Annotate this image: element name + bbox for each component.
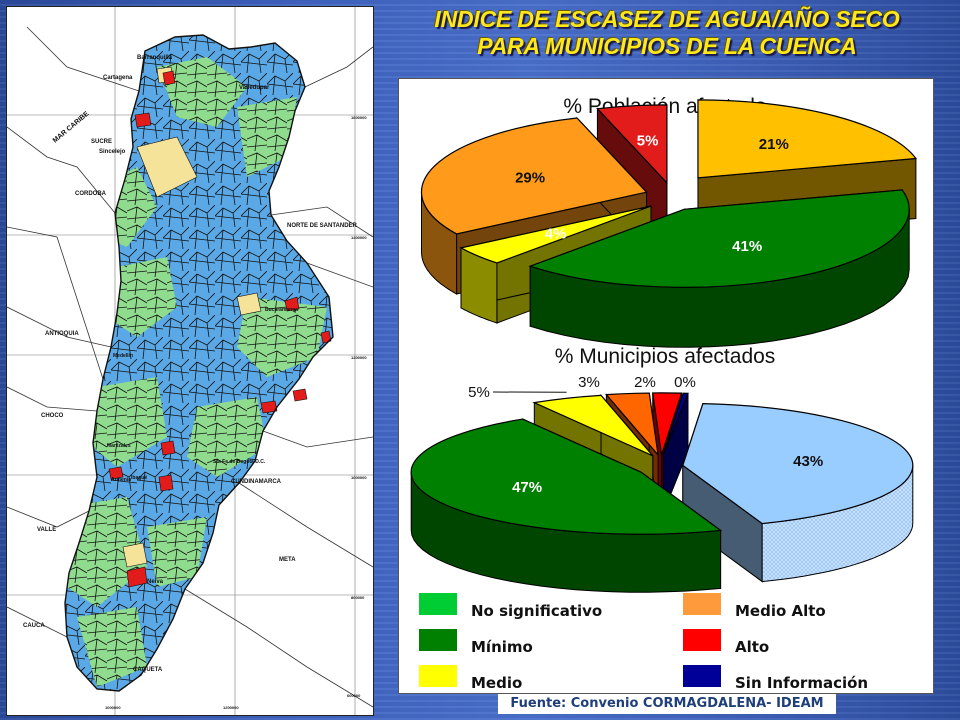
map-label: Bucaramanga	[265, 307, 298, 313]
legend-label: Medio Alto	[735, 602, 826, 620]
pie-slice-label: 2%	[634, 374, 656, 391]
map-label: CUNDINAMARCA	[231, 479, 282, 485]
grid-label: 1400000	[351, 235, 367, 240]
grid-label: 600000	[347, 693, 361, 698]
legend-label: Medio	[471, 674, 523, 692]
basin-map-svg: Barranquilla Cartagena MAR CARIBE SUCRE …	[7, 7, 373, 715]
map-label: Cartagena	[103, 75, 133, 81]
pie-slice	[697, 99, 918, 179]
source-note: Fuente: Convenio CORMAGDALENA- IDEAM	[498, 694, 836, 714]
pie-chart-poblacion: 21% 41% 4% 29% 5%	[420, 99, 918, 348]
grid-label: 1000000	[351, 475, 367, 480]
department-boundaries	[7, 26, 373, 708]
grid-label: 1000000	[105, 705, 121, 710]
pie-chart-municipios: 43% 47% 5% 3% 2% 0%	[410, 374, 914, 593]
map-label: Sincelejo	[99, 149, 126, 155]
legend-label: No significativo	[471, 602, 603, 620]
legend-swatch	[419, 629, 457, 651]
pie-slice	[662, 392, 689, 456]
map-label: CAQUETA	[133, 667, 163, 673]
pie-slice-label: 5%	[637, 133, 659, 150]
legend-swatch	[683, 665, 721, 687]
legend-swatch	[683, 629, 721, 651]
pie-slice-label: 21%	[759, 136, 789, 153]
pie-slice	[532, 394, 654, 457]
map-label: CHOCO	[41, 413, 64, 419]
grid-label: 1200000	[223, 705, 239, 710]
map-label: CAUCA	[23, 623, 45, 629]
map-label: Armenia	[111, 477, 131, 483]
pie-slice-label: 4%	[545, 226, 567, 243]
chart-panel: % Población afectada 21%41%4%29%5% % Mun…	[398, 78, 934, 694]
pie-slice-label: 47%	[512, 479, 542, 496]
grid-coordinates: 1600000 1400000 1200000 1000000 800000 6…	[105, 115, 367, 710]
map-label: NORTE DE SANTANDER	[287, 223, 358, 229]
slide-title-line2: PARA MUNICIPIOS DE LA CUENCA	[477, 33, 857, 59]
pie-slice-label: 0%	[674, 374, 696, 391]
map-label: Ibagué	[131, 475, 147, 481]
slide-title-line1: INDICE DE ESCASEZ DE AGUA/AÑO SECO	[434, 6, 900, 32]
map-label: VALLE	[37, 527, 56, 533]
grid-label: 1200000	[351, 355, 367, 360]
map-label: Sta Fe de Bogotá D.C.	[213, 459, 266, 465]
pie-slice	[596, 104, 668, 185]
map-label: SUCRE	[91, 139, 112, 145]
pie-slice-label: 29%	[515, 170, 545, 187]
map-label: Manizales	[107, 443, 131, 449]
map-label: CORDOBA	[75, 191, 107, 197]
pie-slice-label: 5%	[468, 384, 490, 401]
grid-label: 800000	[351, 595, 365, 600]
legend-label: Sin Información	[735, 674, 869, 692]
legend-label: Alto	[735, 638, 770, 656]
pie-slice-label: 43%	[793, 453, 823, 470]
pie-slice	[420, 117, 648, 235]
pie-slice	[682, 403, 914, 525]
map-label: Neiva	[147, 579, 164, 585]
pie-charts: % Población afectada 21%41%4%29%5% % Mun…	[410, 95, 918, 593]
pie-slice-label: 3%	[578, 374, 600, 391]
legend-swatch	[419, 593, 457, 615]
legend: No significativo Medio Alto Mínimo Alto …	[415, 591, 915, 692]
map-label: MAR CARIBE	[52, 110, 91, 144]
map-label: ANTIOQUIA	[45, 331, 79, 337]
legend-label: Mínimo	[471, 638, 533, 656]
map-label: Medellín	[113, 353, 133, 359]
map-label: Valledupar	[239, 85, 270, 91]
pie-slice	[410, 418, 723, 535]
pie-slice	[528, 189, 910, 288]
alto-hotspots	[108, 70, 332, 588]
basin-municipalities	[65, 35, 333, 691]
map-label: META	[279, 557, 296, 563]
pie-slice	[459, 205, 652, 264]
map-label: Barranquilla	[137, 55, 173, 61]
basin-map: Barranquilla Cartagena MAR CARIBE SUCRE …	[6, 6, 374, 716]
chart-title: % Municipios afectados	[555, 345, 776, 368]
legend-swatch	[683, 593, 721, 615]
grid-label: 1600000	[351, 115, 367, 120]
legend-swatch	[419, 665, 457, 687]
pie-slice	[605, 392, 659, 457]
slide-title: INDICE DE ESCASEZ DE AGUA/AÑO SECO PARA …	[376, 6, 958, 60]
pie-slice	[652, 392, 683, 456]
pie-slice-label: 41%	[732, 238, 762, 255]
